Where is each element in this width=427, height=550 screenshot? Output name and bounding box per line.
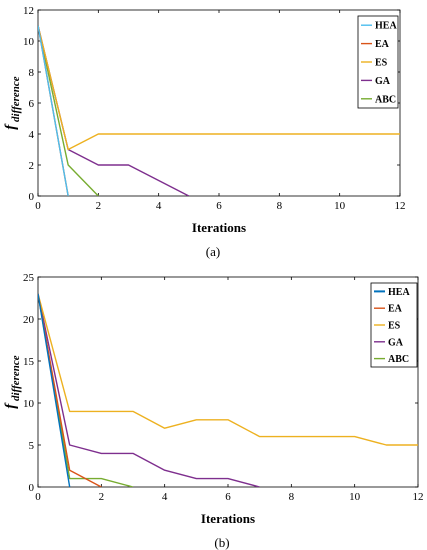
y-axis-label-sub: difference <box>10 355 22 403</box>
x-tick-label: 2 <box>96 200 102 212</box>
y-axis-label-main: f <box>3 123 19 130</box>
y-axis-label: f difference <box>3 76 22 129</box>
y-tick-label: 8 <box>29 67 35 79</box>
x-tick-label: 6 <box>225 491 231 503</box>
chart-a: 0 2 4 6 8 10 12 0 2 4 6 8 10 12 HEA EA ES GA ABC Iterations… <box>3 5 406 259</box>
x-axis-label: Iterations <box>192 220 246 235</box>
y-tick-label: 10 <box>23 398 35 410</box>
x-tick-label: 4 <box>162 491 168 503</box>
y-tick-label: 6 <box>29 98 35 110</box>
x-tick-label: 6 <box>216 200 222 212</box>
y-tick-label: 4 <box>29 129 35 141</box>
series-line-es <box>38 293 418 446</box>
y-tick-label: 20 <box>23 314 35 326</box>
legend-label-hea: HEA <box>388 287 410 298</box>
x-tick-label: 8 <box>289 491 295 503</box>
y-tick-label: 10 <box>23 36 35 48</box>
x-tick-label: 8 <box>277 200 283 212</box>
y-axis-label-main: f <box>3 402 19 409</box>
y-axis-label: f difference <box>3 355 22 408</box>
series-group <box>38 25 400 196</box>
legend-label-es: ES <box>375 58 388 69</box>
y-tick-label: 0 <box>29 482 35 494</box>
x-tick-label: 12 <box>395 200 406 212</box>
chart-b: 0 2 4 6 8 10 12 0 5 10 15 20 25 HEA EA ES GA ABC Iteration… <box>3 272 424 550</box>
panel-label: (b) <box>214 535 229 550</box>
legend: HEA EA ES GA ABC <box>357 15 399 109</box>
x-tick-label: 10 <box>349 491 361 503</box>
series-line-abc <box>38 293 134 487</box>
x-tick-label: 12 <box>413 491 424 503</box>
legend-label-ga: GA <box>388 337 404 348</box>
y-axis-label-sub: difference <box>10 76 22 124</box>
series-line-ga <box>38 25 190 196</box>
panel-label: (a) <box>206 244 220 259</box>
x-tick-label: 2 <box>99 491 105 503</box>
legend-label-ea: EA <box>388 304 403 315</box>
series-line-ga <box>38 293 260 487</box>
series-line-abc <box>38 25 99 196</box>
legend-label-ea: EA <box>375 39 390 50</box>
legend-label-abc: ABC <box>388 354 409 365</box>
x-tick-label: 4 <box>156 200 162 212</box>
series-line-hea <box>38 293 71 487</box>
legend-label-ga: GA <box>375 76 391 87</box>
x-tick-label: 0 <box>35 200 41 212</box>
y-tick-label: 25 <box>23 272 35 284</box>
y-tick-label: 2 <box>29 160 35 172</box>
x-tick-label: 10 <box>334 200 346 212</box>
series-line-hea <box>38 25 69 196</box>
y-tick-label: 5 <box>29 440 35 452</box>
series-line-ea <box>38 293 102 487</box>
series-group <box>38 293 418 487</box>
y-tick-label: 0 <box>29 191 35 203</box>
legend: HEA EA ES GA ABC <box>370 282 418 368</box>
series-line-es <box>38 25 400 151</box>
x-axis-label: Iterations <box>201 511 255 526</box>
legend-label-es: ES <box>388 321 401 332</box>
legend-label-hea: HEA <box>375 21 397 32</box>
plot-area <box>37 9 401 197</box>
y-tick-label: 12 <box>23 5 34 17</box>
plot-area <box>37 276 419 488</box>
x-tick-label: 0 <box>35 491 41 503</box>
y-tick-label: 15 <box>23 356 35 368</box>
legend-label-abc: ABC <box>375 94 396 105</box>
